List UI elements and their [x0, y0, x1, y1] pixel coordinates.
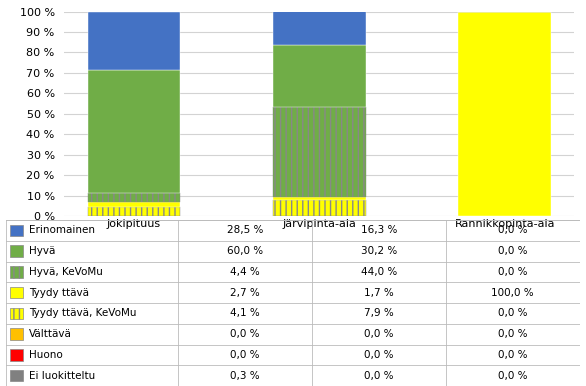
Text: 28,5 %: 28,5 %: [227, 225, 263, 235]
Text: 0,0 %: 0,0 %: [364, 371, 394, 381]
Text: 2,7 %: 2,7 %: [230, 288, 260, 298]
Text: 0,0 %: 0,0 %: [230, 350, 260, 360]
Text: Tyydy ttävä: Tyydy ttävä: [29, 288, 89, 298]
Text: Hyvä, KeVoMu: Hyvä, KeVoMu: [29, 267, 103, 277]
Bar: [88, 207, 180, 215]
Text: 60,0 %: 60,0 %: [227, 246, 263, 256]
Text: Tyydy ttävä, KeVoMu: Tyydy ttävä, KeVoMu: [29, 308, 137, 318]
Bar: [273, 196, 366, 200]
Bar: [458, 12, 551, 216]
Bar: [11, 245, 23, 257]
Bar: [11, 370, 23, 381]
Bar: [11, 225, 23, 236]
Text: Ei luokitteltu: Ei luokitteltu: [29, 371, 95, 381]
Text: 0,0 %: 0,0 %: [364, 329, 394, 339]
Text: 0,0 %: 0,0 %: [498, 308, 527, 318]
Text: 7,9 %: 7,9 %: [364, 308, 394, 318]
Bar: [273, 200, 366, 216]
Text: 4,4 %: 4,4 %: [230, 267, 260, 277]
Text: 0,0 %: 0,0 %: [498, 225, 527, 235]
Bar: [11, 308, 23, 319]
Text: Huono: Huono: [29, 350, 63, 360]
Bar: [88, 215, 180, 216]
Bar: [11, 266, 23, 278]
Text: 4,1 %: 4,1 %: [230, 308, 260, 318]
Bar: [273, 45, 366, 107]
Text: 0,0 %: 0,0 %: [498, 350, 527, 360]
Text: Hyvä: Hyvä: [29, 246, 55, 256]
Bar: [88, 201, 180, 207]
Bar: [88, 12, 180, 70]
Bar: [11, 287, 23, 298]
Text: 0,0 %: 0,0 %: [498, 371, 527, 381]
Text: 30,2 %: 30,2 %: [361, 246, 397, 256]
Text: 0,0 %: 0,0 %: [498, 246, 527, 256]
Text: 0,0 %: 0,0 %: [498, 329, 527, 339]
Bar: [11, 349, 23, 361]
Text: 0,0 %: 0,0 %: [364, 350, 394, 360]
Text: 16,3 %: 16,3 %: [360, 225, 397, 235]
Bar: [88, 70, 180, 193]
Bar: [273, 11, 366, 45]
Text: 44,0 %: 44,0 %: [361, 267, 397, 277]
Text: 100,0 %: 100,0 %: [491, 288, 534, 298]
Bar: [273, 107, 366, 196]
Text: 1,7 %: 1,7 %: [364, 288, 394, 298]
Text: 0,0 %: 0,0 %: [230, 329, 260, 339]
Text: Erinomainen: Erinomainen: [29, 225, 95, 235]
Text: 0,0 %: 0,0 %: [498, 267, 527, 277]
Text: Välttävä: Välttävä: [29, 329, 71, 339]
Bar: [88, 193, 180, 201]
Text: 0,3 %: 0,3 %: [230, 371, 260, 381]
Bar: [11, 328, 23, 340]
